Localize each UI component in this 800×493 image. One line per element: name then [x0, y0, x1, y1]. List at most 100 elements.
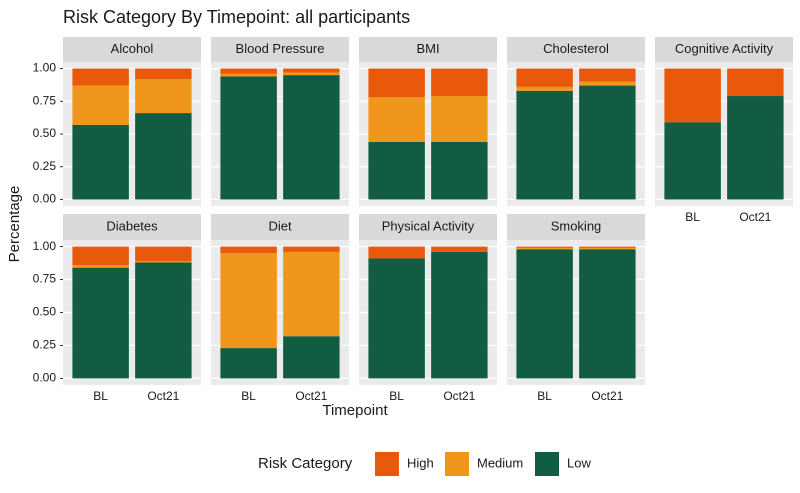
y-tick-label: 0.25: [33, 338, 57, 352]
bar-segment: [516, 68, 573, 87]
bar-segment: [135, 262, 192, 379]
bar-segment: [135, 246, 192, 262]
bar-segment: [283, 75, 340, 200]
legend-key: [445, 452, 469, 476]
y-tick-label: 0.50: [33, 305, 57, 319]
bar-segment: [220, 73, 277, 77]
facet-strip: [359, 37, 497, 62]
bar-segment: [72, 68, 129, 86]
bar-segment: [368, 97, 425, 142]
bar-segment: [72, 267, 129, 379]
y-axis-label: Percentage: [6, 186, 23, 263]
bar-segment: [283, 336, 340, 379]
y-tick-label: 0.75: [33, 272, 57, 286]
bar-segment: [220, 76, 277, 200]
bar-segment: [283, 251, 340, 337]
bar-segment: [579, 68, 636, 82]
facet-strip: [359, 214, 497, 240]
bar-segment: [220, 253, 277, 349]
facet-title: Diabetes: [106, 218, 158, 233]
facet-title: Diet: [268, 218, 292, 233]
bar-segment: [727, 96, 784, 200]
facet-strip: [211, 214, 349, 240]
bar-segment: [220, 68, 277, 74]
y-tick-label: 0.75: [33, 93, 57, 107]
bar-segment: [664, 68, 721, 123]
bar-segment: [727, 68, 784, 97]
x-tick-label: BL: [93, 389, 108, 403]
y-tick-label: 0.00: [33, 371, 57, 385]
facet-strip: [507, 37, 645, 62]
x-tick-label: Oct21: [591, 389, 623, 403]
bar-segment: [72, 85, 129, 125]
facet-title: Physical Activity: [382, 218, 475, 233]
bar-segment: [72, 246, 129, 266]
legend-label: Medium: [477, 455, 523, 470]
legend-key: [375, 452, 399, 476]
bar-segment: [579, 246, 636, 248]
bar-segment: [135, 68, 192, 80]
chart-title: Risk Category By Timepoint: all particip…: [63, 7, 410, 27]
bar-segment: [368, 141, 425, 200]
x-tick-label: Oct21: [739, 210, 771, 224]
bar-segment: [283, 72, 340, 76]
bar-segment: [431, 141, 488, 200]
bar-segment: [135, 79, 192, 114]
y-tick-label: 0.50: [33, 126, 57, 140]
bar-segment: [220, 246, 277, 254]
bar-segment: [579, 81, 636, 86]
x-tick-label: BL: [241, 389, 256, 403]
bar-segment: [579, 85, 636, 200]
bar-segment: [72, 124, 129, 200]
facet-title: Alcohol: [111, 41, 154, 56]
bar-segment: [664, 122, 721, 200]
x-tick-label: BL: [537, 389, 552, 403]
bar-segment: [431, 68, 488, 97]
x-tick-label: BL: [389, 389, 404, 403]
bar-segment: [368, 246, 425, 259]
bar-segment: [516, 86, 573, 91]
facet-title: Cholesterol: [543, 41, 609, 56]
y-tick-label: 0.00: [33, 192, 57, 206]
bar-segment: [431, 251, 488, 379]
y-tick-label: 1.00: [33, 239, 57, 253]
bar-segment: [220, 348, 277, 379]
x-tick-label: Oct21: [443, 389, 475, 403]
facet-strip: [63, 214, 201, 240]
bar-segment: [579, 249, 636, 379]
facet-title: Smoking: [551, 218, 602, 233]
bar-segment: [579, 247, 636, 250]
bar-segment: [431, 246, 488, 252]
facet-strip: [211, 37, 349, 62]
x-tick-label: Oct21: [147, 389, 179, 403]
bar-segment: [516, 249, 573, 379]
facet-strip: [655, 37, 793, 62]
facet-title: Cognitive Activity: [675, 41, 774, 56]
y-tick-label: 1.00: [33, 61, 57, 75]
bar-segment: [431, 96, 488, 142]
legend-label: High: [407, 455, 434, 470]
legend-title: Risk Category: [258, 455, 353, 472]
bar-segment: [283, 246, 340, 252]
facet-strip: [63, 37, 201, 62]
x-tick-label: Oct21: [295, 389, 327, 403]
facet-title: BMI: [416, 41, 439, 56]
bar-segment: [368, 68, 425, 98]
legend-key: [535, 452, 559, 476]
facet-strip: [507, 214, 645, 240]
legend-label: Low: [567, 455, 591, 470]
bar-segment: [516, 247, 573, 250]
bar-segment: [368, 258, 425, 379]
bar-segment: [72, 265, 129, 268]
y-tick-label: 0.25: [33, 159, 57, 173]
x-axis-label: Timepoint: [322, 402, 388, 419]
bar-segment: [135, 261, 192, 263]
bar-segment: [135, 113, 192, 200]
bar-segment: [516, 246, 573, 248]
facet-title: Blood Pressure: [236, 41, 325, 56]
x-tick-label: BL: [685, 210, 700, 224]
bar-segment: [283, 68, 340, 73]
bar-segment: [516, 90, 573, 200]
